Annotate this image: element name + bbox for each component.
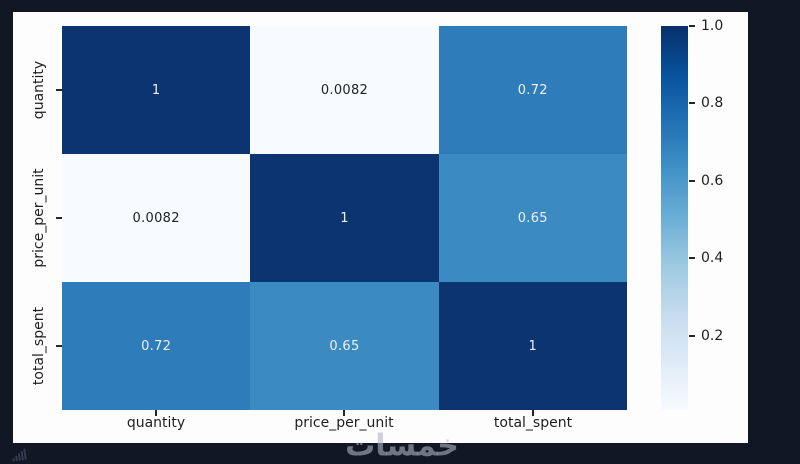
heatmap-cell: 1: [438, 282, 627, 410]
colorbar-tick-label: 0.4: [701, 250, 724, 266]
colorbar-tick-label: 0.8: [701, 95, 724, 111]
x-axis-label-quantity: quantity: [126, 415, 186, 431]
colorbar-tick: [689, 257, 695, 259]
x-axis-label-total-spent: total_spent: [493, 415, 573, 431]
colorbar-tick: [689, 180, 695, 182]
x-axis-tick: [343, 410, 345, 416]
y-axis-tick: [56, 345, 62, 347]
signal-bars-icon: [11, 447, 34, 462]
colorbar-tick-label: 0.6: [701, 173, 724, 189]
watermark-text: خمسات: [345, 428, 459, 464]
y-axis-label-total-spent: total_spent: [31, 306, 47, 386]
colorbar: [661, 26, 688, 410]
heatmap-cell: 0.0082: [62, 154, 251, 282]
heatmap-cell: 0.0082: [250, 26, 439, 154]
heatmap-cell: 1: [62, 26, 251, 154]
x-axis-tick: [532, 410, 534, 416]
heatmap-cell: 0.65: [250, 282, 439, 410]
heatmap: 1 0.0082 0.72 0.0082 1 0.65 0.72 0.65 1: [62, 26, 627, 410]
y-axis-tick: [56, 89, 62, 91]
heatmap-cell: 0.72: [438, 26, 627, 154]
colorbar-tick: [689, 102, 695, 104]
heatmap-cell: 0.65: [438, 154, 627, 282]
figure: 1 0.0082 0.72 0.0082 1 0.65 0.72 0.65 1 …: [13, 12, 748, 443]
heatmap-cell: 0.72: [62, 282, 251, 410]
colorbar-tick: [689, 335, 695, 337]
x-axis-label-price-per-unit: price_per_unit: [294, 415, 394, 431]
colorbar-tick-label: 0.2: [701, 328, 724, 344]
y-axis-label-price-per-unit: price_per_unit: [31, 168, 47, 268]
y-axis-tick: [56, 217, 62, 219]
y-axis-label-quantity: quantity: [31, 60, 47, 120]
colorbar-tick: [689, 25, 695, 27]
heatmap-cell: 1: [250, 154, 439, 282]
colorbar-tick-label: 1.0: [701, 18, 724, 34]
x-axis-tick: [155, 410, 157, 416]
